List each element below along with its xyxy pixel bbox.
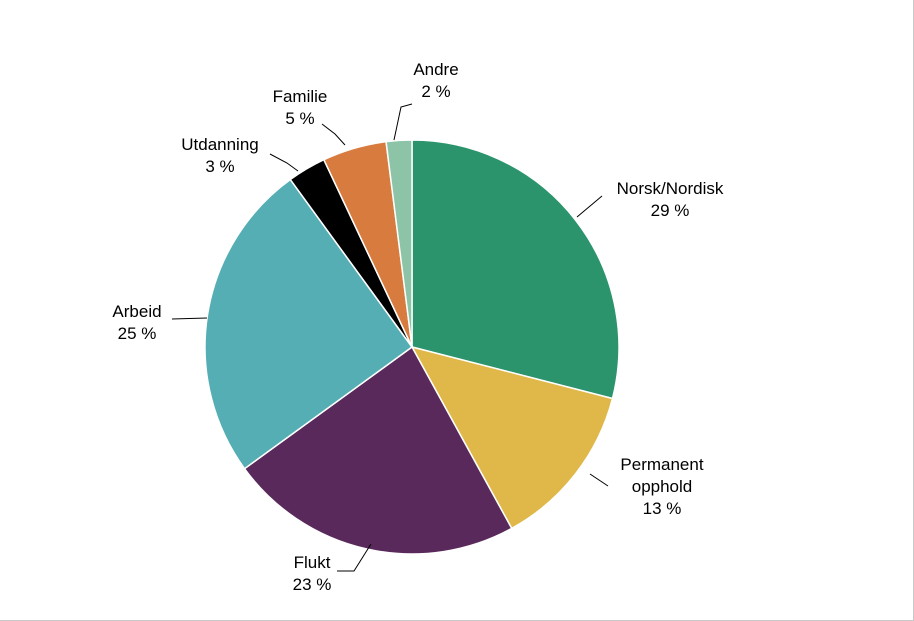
slice-value-label: 29 %: [651, 201, 690, 220]
slice-label-norsk-nordisk: Norsk/Nordisk 29 %: [617, 179, 724, 220]
leader-lines: [171, 103, 609, 572]
leader-line-andre: [393, 103, 413, 141]
leader-line-permanent-opphold: [589, 473, 609, 487]
slice-category-label: Andre: [413, 60, 458, 79]
pie-slice-andre: [385, 139, 413, 348]
slice-category-label: Norsk/Nordisk: [617, 179, 724, 198]
slice-value-label: 3 %: [205, 157, 234, 176]
slice-label-andre: Andre 2 %: [413, 60, 458, 101]
slice-value-label: 2 %: [421, 82, 450, 101]
slice-value-label: 23 %: [293, 575, 332, 594]
slice-label-familie: Familie 5 %: [273, 87, 328, 128]
slice-category-label: Permanent: [620, 455, 703, 474]
pie-slice-arbeid: [204, 178, 414, 470]
slice-category-label: Arbeid: [112, 302, 161, 321]
slice-value-label: 25 %: [118, 324, 157, 343]
slice-label-flukt: Flukt 23 %: [293, 553, 332, 594]
slice-value-label: 5 %: [285, 109, 314, 128]
slice-label-utdanning: Utdanning 3 %: [181, 135, 259, 176]
leader-line-utdanning: [269, 153, 299, 172]
pie-slice-flukt: [243, 345, 513, 555]
slice-category-label: Utdanning: [181, 135, 259, 154]
slice-value-label: 13 %: [643, 499, 682, 518]
slice-category-label: Flukt: [294, 553, 331, 572]
leader-line-flukt: [337, 543, 372, 572]
slice-label-arbeid: Arbeid 25 %: [112, 302, 161, 343]
pie-slice-permanent-opphold: [410, 345, 614, 530]
leader-line-arbeid: [171, 317, 208, 320]
leader-line-familie: [321, 123, 346, 146]
slice-category-label: Familie: [273, 87, 328, 106]
leader-line-norsk-nordisk: [576, 195, 603, 218]
slice-labels: Norsk/Nordisk 29 % Permanent opphold 13 % Flu…: [112, 60, 723, 594]
slice-label-permanent-opphold: Permanent opphold 13 %: [620, 455, 703, 518]
pie-slice-norsk-nordisk: [411, 139, 620, 400]
slice-category-label: opphold: [632, 477, 693, 496]
pie-slices: [204, 139, 620, 555]
